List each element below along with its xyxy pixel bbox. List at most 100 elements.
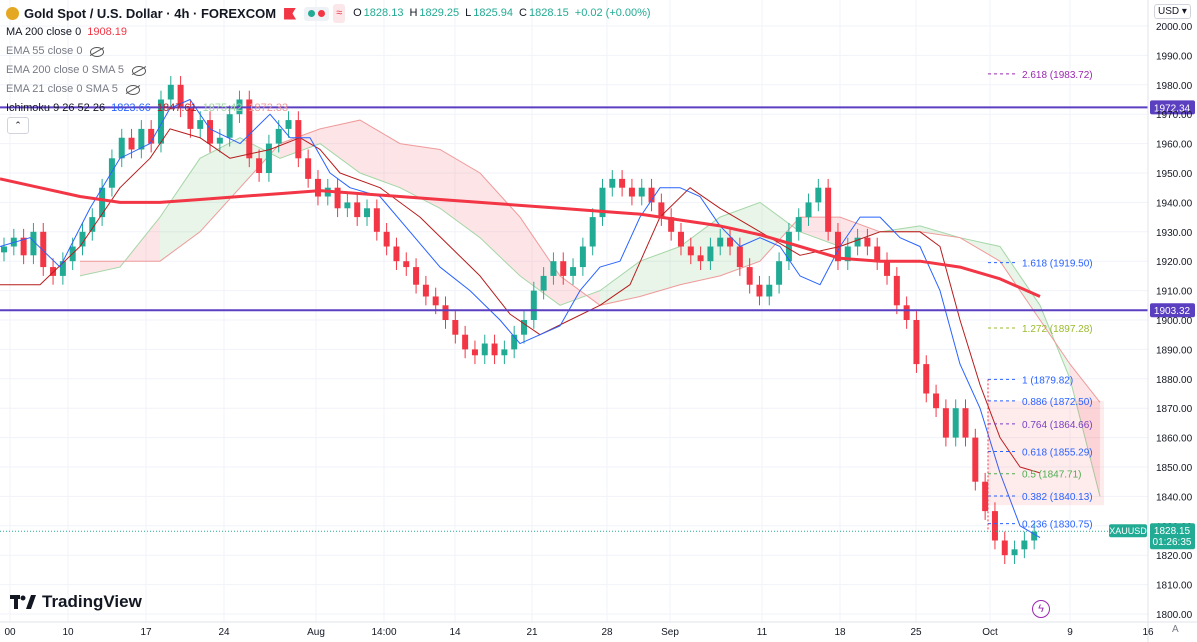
horizontal-level-tag bbox=[1150, 303, 1195, 318]
candle-body bbox=[50, 267, 57, 276]
fib-level-label: 0.382 (1840.13) bbox=[1022, 492, 1093, 503]
candle-body bbox=[246, 99, 253, 159]
candle-body bbox=[619, 178, 626, 188]
candle-body bbox=[1021, 540, 1028, 550]
currency-selector[interactable]: USD ▾ bbox=[1154, 4, 1191, 19]
candle-body bbox=[972, 437, 979, 482]
cloud-segment bbox=[600, 261, 640, 306]
tradingview-logo[interactable]: TradingView bbox=[10, 592, 142, 612]
flag-icon[interactable] bbox=[284, 7, 297, 20]
symbol-tag bbox=[1109, 524, 1147, 538]
price-tick-label: 2000.00 bbox=[1156, 22, 1193, 33]
candle-body bbox=[668, 217, 675, 232]
time-tick-label: 11 bbox=[757, 627, 768, 638]
ema21-label: EMA 21 close 0 SMA 5 bbox=[6, 83, 118, 95]
symbol-title[interactable]: Gold Spot / U.S. Dollar · 4h · FOREXCOM bbox=[24, 6, 277, 21]
time-tick-label: 28 bbox=[601, 627, 613, 638]
cloud-segment bbox=[480, 173, 520, 276]
candle-body bbox=[628, 187, 635, 197]
wave-icon[interactable]: ≈ bbox=[333, 4, 346, 23]
symbol-row: Gold Spot / U.S. Dollar · 4h · FOREXCOM … bbox=[6, 4, 657, 23]
candle-body bbox=[364, 208, 371, 218]
candle-body bbox=[550, 261, 557, 276]
candle-body bbox=[138, 128, 145, 150]
time-tick-label: 17 bbox=[140, 627, 152, 638]
candle-body bbox=[874, 246, 881, 262]
eye-hidden-icon[interactable] bbox=[132, 65, 147, 76]
time-tick-label: 16 bbox=[1142, 627, 1154, 638]
candle-body bbox=[177, 84, 184, 109]
fib-level-label: 0.764 (1864.66) bbox=[1022, 420, 1093, 431]
candle-body bbox=[89, 217, 96, 232]
eye-hidden-icon[interactable] bbox=[125, 84, 140, 95]
ma200-value: 1908.19 bbox=[87, 26, 127, 38]
candle-body bbox=[442, 305, 449, 320]
candle-body bbox=[903, 305, 910, 320]
candle-body bbox=[481, 343, 488, 356]
kijun-sen-line bbox=[0, 128, 1041, 474]
cloud-segment bbox=[1000, 246, 1040, 320]
lightning-icon[interactable]: ϟ bbox=[1032, 600, 1050, 618]
candle-body bbox=[285, 120, 292, 129]
auto-scale-button[interactable]: A bbox=[1172, 624, 1179, 635]
candle-body bbox=[1011, 549, 1018, 556]
price-tick-label: 1890.00 bbox=[1156, 345, 1193, 356]
cloud-segment bbox=[160, 158, 200, 262]
candle-body bbox=[530, 290, 537, 320]
candle-body bbox=[795, 217, 802, 232]
high-value: 1829.25 bbox=[419, 7, 460, 19]
price-tick-label: 1940.00 bbox=[1156, 198, 1193, 209]
collapse-legend-button[interactable]: ⌃ bbox=[7, 117, 29, 134]
fibonacci-extension: 2.618 (1983.72) 1.618 (1919.50) 1.272 (189… bbox=[987, 70, 1104, 532]
candle-body bbox=[216, 137, 223, 144]
candle-body bbox=[913, 320, 920, 365]
candle-body bbox=[697, 255, 704, 262]
ma200-label: MA 200 close 0 bbox=[6, 26, 82, 38]
fib-level-label: 0.5 (1847.71) bbox=[1022, 470, 1082, 481]
candle-body bbox=[805, 202, 812, 218]
cloud-segment bbox=[320, 120, 360, 173]
candle-body bbox=[815, 187, 822, 203]
candle-body bbox=[334, 187, 341, 209]
time-tick-label: 00 bbox=[4, 627, 16, 638]
cloud-segment bbox=[200, 137, 240, 232]
candle-body bbox=[609, 178, 616, 188]
candle-body bbox=[452, 320, 459, 335]
price-tick-label: 1810.00 bbox=[1156, 581, 1193, 592]
candle-body bbox=[108, 158, 115, 188]
tenkan-sen-line bbox=[0, 99, 1041, 538]
indicator-ma200[interactable]: MA 200 close 0 1908.19 bbox=[6, 23, 657, 42]
fib-level-label: 0.618 (1855.29) bbox=[1022, 447, 1093, 458]
indicator-ema200[interactable]: EMA 200 close 0 SMA 5 bbox=[6, 61, 657, 80]
indicator-ichimoku[interactable]: Ichimoku 9 26 52 26 1823.66 1847.61 1875… bbox=[6, 99, 657, 118]
price-tick-label: 1970.00 bbox=[1156, 110, 1193, 121]
indicator-ema21[interactable]: EMA 21 close 0 SMA 5 bbox=[6, 80, 657, 99]
candle-body bbox=[393, 246, 400, 262]
ma200-line bbox=[0, 177, 1041, 298]
currency-label: USD bbox=[1158, 6, 1180, 17]
fib-level-label: 2.618 (1983.72) bbox=[1022, 70, 1093, 81]
time-axis: 00 10 17 24 Aug 14:00 14 21 28 Sep 11 18 25 Oct 9 16 bbox=[0, 621, 1197, 638]
candle-body bbox=[128, 137, 135, 150]
status-pill[interactable] bbox=[304, 6, 330, 21]
indicator-ema55[interactable]: EMA 55 close 0 bbox=[6, 42, 657, 61]
candle-body bbox=[373, 208, 380, 232]
candle-body bbox=[589, 217, 596, 247]
market-open-icon bbox=[308, 10, 316, 17]
candle-body bbox=[462, 334, 469, 350]
candle-body bbox=[570, 267, 577, 276]
candle-body bbox=[648, 187, 655, 203]
candle-body bbox=[30, 231, 37, 256]
eye-hidden-icon[interactable] bbox=[90, 46, 105, 57]
ichimoku-v2: 1847.61 bbox=[156, 102, 197, 114]
price-tick-label: 1840.00 bbox=[1156, 492, 1193, 503]
candle-body bbox=[982, 481, 989, 512]
price-tick-label: 1900.00 bbox=[1156, 316, 1193, 327]
candle-body bbox=[79, 231, 86, 247]
candle-body bbox=[746, 267, 753, 285]
candle-body bbox=[776, 261, 783, 285]
candle-body bbox=[295, 120, 302, 159]
low-label: L bbox=[465, 7, 472, 19]
candle-body bbox=[942, 408, 949, 438]
